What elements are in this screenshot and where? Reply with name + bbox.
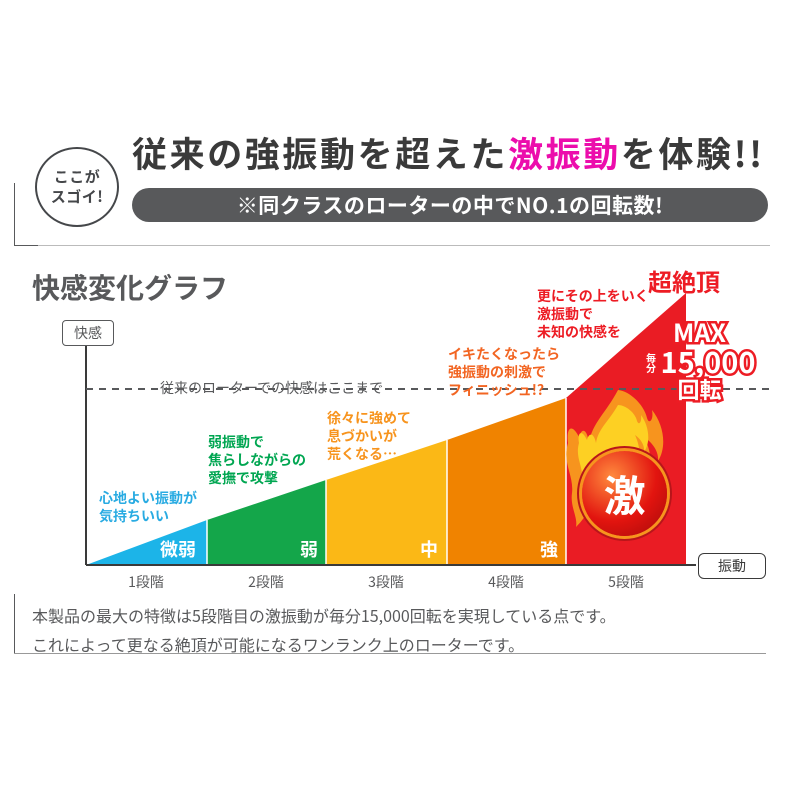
svg-text:微弱: 微弱: [160, 536, 196, 562]
svg-text:3段階: 3段階: [368, 572, 404, 592]
svg-text:弱: 弱: [300, 536, 318, 562]
svg-text:2段階: 2段階: [248, 572, 284, 592]
svg-text:4段階: 4段階: [488, 572, 524, 592]
svg-text:強: 強: [540, 536, 558, 562]
svg-text:5段階: 5段階: [608, 572, 644, 592]
svg-text:中: 中: [420, 536, 438, 562]
svg-text:1段階: 1段階: [128, 572, 164, 592]
